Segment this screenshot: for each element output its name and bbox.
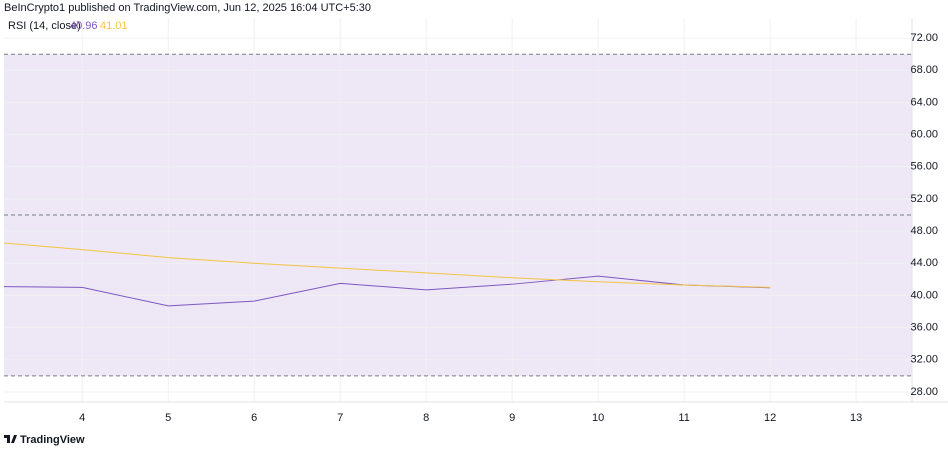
y-tick-label: 28.00 — [910, 386, 938, 398]
series-line — [4, 242, 771, 288]
x-tick-label: 11 — [678, 412, 689, 424]
y-tick-label: 48.00 — [910, 225, 938, 237]
x-tick-label: 5 — [165, 412, 171, 424]
y-tick-label: 68.00 — [910, 64, 938, 76]
x-tick-label: 10 — [592, 412, 604, 424]
y-tick-label: 32.00 — [910, 354, 938, 366]
x-tick-label: 12 — [764, 412, 776, 424]
y-tick-label: 36.00 — [910, 322, 938, 334]
y-tick-label: 60.00 — [910, 129, 938, 141]
legend-value: 41.01 — [100, 20, 128, 32]
x-tick-label: 7 — [337, 412, 343, 424]
y-tick-label: 52.00 — [910, 193, 938, 205]
x-tick-label: 4 — [79, 412, 85, 424]
x-tick-label: 9 — [509, 412, 515, 424]
footer: TradingView — [20, 434, 85, 446]
y-tick-label: 44.00 — [910, 257, 938, 269]
plot — [4, 242, 771, 307]
header: BeInCrypto1 published on TradingView.com… — [4, 2, 371, 14]
series-line — [4, 275, 771, 307]
x-tick-label: 8 — [423, 412, 429, 424]
y-tick-label: 64.00 — [910, 96, 938, 108]
y-tick-label: 40.00 — [910, 289, 938, 301]
y-tick-label: 56.00 — [910, 161, 938, 173]
legend-name[interactable]: RSI (14, close) — [8, 20, 81, 32]
logo — [4, 435, 17, 443]
x-tick-label: 13 — [850, 412, 862, 424]
x-tick-label: 6 — [251, 412, 257, 424]
grid — [4, 18, 912, 402]
y-tick-label: 72.00 — [910, 32, 938, 44]
legend-value: 40.96 — [70, 20, 98, 32]
